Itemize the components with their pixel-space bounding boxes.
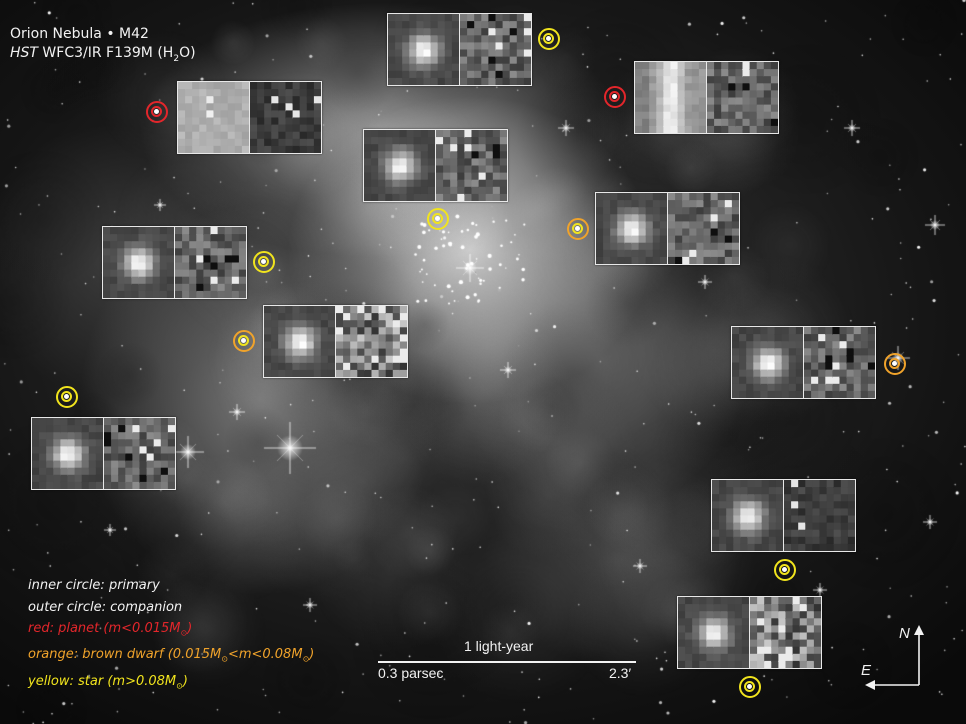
- thumbnail-pair: [677, 596, 822, 669]
- thumbnail-pair: [177, 81, 322, 154]
- thumbnail-pair: [102, 226, 247, 299]
- marker-source-dot: [435, 216, 440, 221]
- source-thumbnail: [678, 597, 749, 668]
- title-instrument: HST WFC3/IR F139M (H2O): [10, 45, 196, 64]
- source-thumbnail: [264, 306, 335, 377]
- thumbnail-pair: [711, 479, 856, 552]
- marker-source-dot: [546, 36, 551, 41]
- marker-inner-circle: [609, 91, 620, 102]
- residual-thumbnail: [435, 130, 507, 201]
- marker-source-dot: [261, 259, 266, 264]
- star-marker: [56, 386, 78, 408]
- marker-inner-circle: [543, 33, 554, 44]
- marker-source-dot: [154, 109, 159, 114]
- source-thumbnail: [732, 327, 803, 398]
- marker-inner-circle: [151, 106, 162, 117]
- brown-dwarf-marker: [884, 353, 906, 375]
- legend-planet: red: planet (m<0.015M⊙): [28, 621, 193, 638]
- source-thumbnail: [388, 14, 459, 85]
- brown-dwarf-marker: [567, 218, 589, 240]
- marker-inner-circle: [61, 391, 72, 402]
- marker-inner-circle: [238, 335, 249, 346]
- scale-bar: [378, 661, 636, 663]
- marker-inner-circle: [258, 256, 269, 267]
- star-marker: [739, 676, 761, 698]
- thumbnail-pair: [263, 305, 408, 378]
- source-thumbnail: [364, 130, 435, 201]
- thumbnail-pair: [595, 192, 740, 265]
- brown-dwarf-marker: [233, 330, 255, 352]
- legend: inner circle: primary outer circle: comp…: [28, 575, 314, 697]
- title-object: Orion Nebula • M42: [10, 26, 149, 42]
- residual-thumbnail: [103, 418, 175, 489]
- legend-inner: inner circle: primary: [28, 578, 160, 593]
- star-marker: [538, 28, 560, 50]
- marker-inner-circle: [432, 213, 443, 224]
- residual-thumbnail: [706, 62, 778, 133]
- marker-source-dot: [612, 94, 617, 99]
- compass-arrows: [865, 625, 924, 690]
- scale-light-year: 1 light-year: [464, 638, 534, 654]
- marker-source-dot: [241, 338, 246, 343]
- scale-arcmin: 2.3′: [609, 665, 632, 681]
- compass-north: N: [899, 625, 910, 642]
- legend-outer: outer circle: companion: [28, 599, 183, 615]
- planet-marker: [146, 101, 168, 123]
- marker-source-dot: [892, 361, 897, 366]
- residual-thumbnail: [783, 480, 855, 551]
- residual-thumbnail: [249, 82, 321, 153]
- legend-star: yellow: star (m>0.08M⊙): [28, 673, 188, 691]
- source-thumbnail: [32, 418, 103, 489]
- residual-thumbnail: [803, 327, 875, 398]
- legend-brown-dwarf: orange: brown dwarf (0.015M⊙<m<0.08M⊙): [28, 647, 315, 664]
- marker-inner-circle: [779, 564, 790, 575]
- source-thumbnail: [178, 82, 249, 153]
- marker-source-dot: [575, 226, 580, 231]
- residual-thumbnail: [459, 14, 531, 85]
- thumbnail-pair: [387, 13, 532, 86]
- source-thumbnail: [712, 480, 783, 551]
- star-marker: [253, 251, 275, 273]
- residual-thumbnail: [174, 227, 246, 298]
- thumbnail-pair: [731, 326, 876, 399]
- marker-inner-circle: [889, 358, 900, 369]
- marker-inner-circle: [572, 223, 583, 234]
- marker-inner-circle: [744, 681, 755, 692]
- residual-thumbnail: [667, 193, 739, 264]
- marker-source-dot: [64, 394, 69, 399]
- thumbnail-pair: [31, 417, 176, 490]
- marker-source-dot: [747, 684, 752, 689]
- scale-parsec: 0.3 parsec: [378, 665, 444, 681]
- compass-east: E: [861, 662, 872, 679]
- image-title: Orion Nebula • M42 HST WFC3/IR F139M (H2…: [10, 25, 196, 69]
- planet-marker: [604, 86, 626, 108]
- thumbnail-pair: [634, 61, 779, 134]
- marker-source-dot: [782, 567, 787, 572]
- star-marker: [427, 208, 449, 230]
- residual-thumbnail: [749, 597, 821, 668]
- star-marker: [774, 559, 796, 581]
- source-thumbnail: [596, 193, 667, 264]
- thumbnail-pair: [363, 129, 508, 202]
- residual-thumbnail: [335, 306, 407, 377]
- source-thumbnail: [635, 62, 706, 133]
- source-thumbnail: [103, 227, 174, 298]
